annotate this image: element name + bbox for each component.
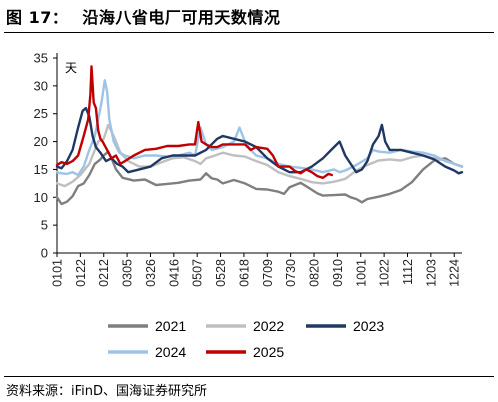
x-tick-label: 0820 — [308, 259, 322, 287]
y-tick-label: 10 — [34, 190, 48, 205]
x-tick-label: 0212 — [97, 259, 111, 287]
x-tick-label: 0416 — [167, 259, 181, 287]
axes-layer: 0 5 10 15 20 25 30 35 天 0101 0122 0212 0305 0326 0416 0… — [34, 51, 462, 287]
x-tick-label: 1224 — [448, 259, 462, 287]
figure-number: 图 17： — [6, 8, 69, 27]
y-tick-label: 0 — [41, 246, 48, 261]
y-unit-label: 天 — [65, 61, 77, 75]
x-tick-label: 0305 — [121, 259, 135, 287]
x-tick-label: 0326 — [144, 259, 158, 287]
y-tick-label: 20 — [34, 134, 48, 149]
chart-legend: 2021 2022 2023 2024 2025 — [108, 318, 384, 360]
series-line-2023 — [55, 106, 464, 175]
figure-title: 沿海八省电厂可用天数情况 — [82, 8, 281, 27]
source-rule — [4, 376, 494, 377]
series-line-2021 — [55, 150, 464, 206]
legend-label-2022: 2022 — [253, 318, 284, 334]
series-line-2022 — [55, 123, 464, 188]
title-rule — [4, 32, 494, 33]
legend-label-2025: 2025 — [253, 344, 284, 360]
chart-title-bar: 图 17： 沿海八省电厂可用天数情况 — [6, 4, 280, 28]
x-tick-label: 0101 — [51, 259, 65, 287]
source-note: 资料来源：iFinD、国海证券研究所 — [6, 384, 208, 399]
x-tick-label: 1022 — [378, 259, 392, 287]
legend-label-2024: 2024 — [155, 344, 186, 360]
x-tick-label: 0507 — [191, 259, 205, 287]
x-tick-label: 0618 — [237, 259, 251, 287]
x-tick-label: 1112 — [401, 259, 415, 285]
x-tick-label: 0910 — [331, 259, 345, 287]
y-tick-label: 35 — [34, 51, 48, 66]
y-tick-label: 15 — [34, 162, 48, 177]
x-tick-label: 0122 — [74, 259, 88, 287]
y-tick-label: 5 — [41, 218, 48, 233]
x-tick-label: 0730 — [284, 259, 298, 287]
series-line-2025 — [55, 65, 333, 179]
x-tick-label: 0528 — [214, 259, 228, 287]
y-tick-label: 30 — [34, 78, 48, 93]
legend-label-2023: 2023 — [353, 318, 384, 334]
legend-label-2021: 2021 — [155, 318, 186, 334]
y-tick-label: 25 — [34, 106, 48, 121]
series-line-2024 — [55, 79, 464, 177]
series-layer — [55, 65, 464, 206]
x-tick-label: 1203 — [424, 259, 438, 287]
x-tick-label: 1001 — [354, 259, 368, 287]
x-tick-label: 0709 — [261, 259, 275, 287]
